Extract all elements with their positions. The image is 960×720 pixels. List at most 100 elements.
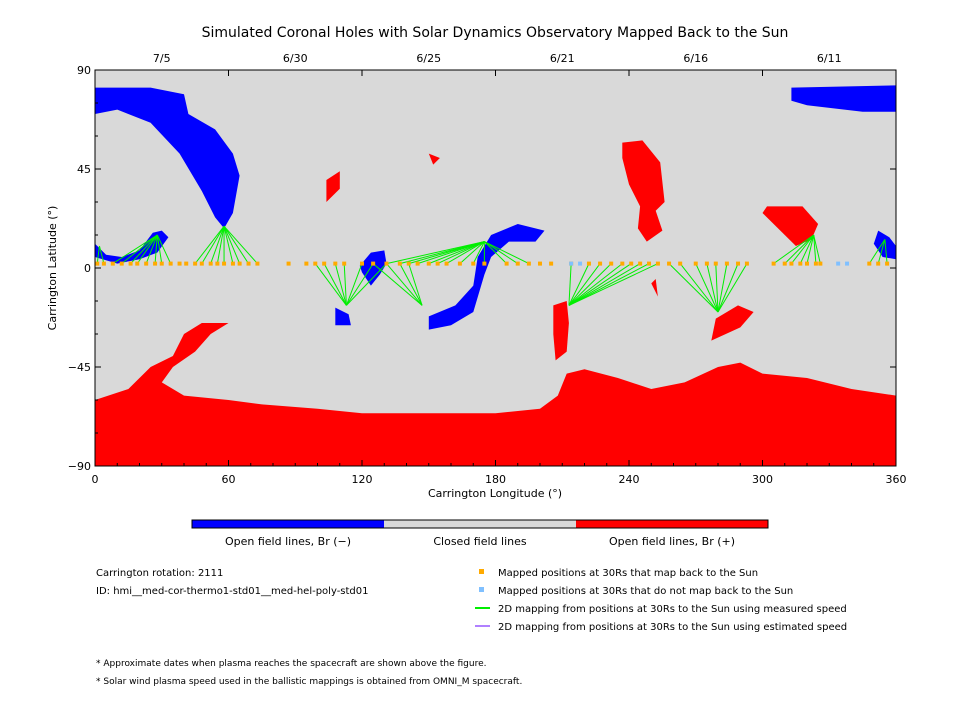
measured-speed-line [568,263,641,306]
mapped-position [876,261,881,266]
top-date-label: 6/21 [550,52,575,65]
mapped-position [110,261,115,266]
measured-speed-line [679,263,719,313]
info-rotation: Carrington rotation: 2111 [96,568,223,579]
mapped-position [360,261,364,266]
mapped-position [647,261,652,266]
measured-speed-line [194,225,225,264]
measured-speed-line [223,225,258,264]
measured-speed-line [568,263,572,306]
measured-speed-line [98,245,105,264]
measured-speed-line [791,234,815,264]
mapped-position [286,261,291,266]
measured-speed-line [201,225,225,264]
measured-speed-line [813,234,817,264]
measured-speed-line [428,241,485,265]
mapped-position [333,261,338,266]
positive-coronal-hole [711,305,754,341]
mapped-position [199,261,204,266]
mapped-position [95,261,100,266]
mapped-position [313,261,318,266]
unmapped-position [578,261,583,266]
mapped-position [246,261,251,266]
colorbar-segment [192,520,384,528]
x-axis-label: Carrington Longitude (°) [428,487,562,500]
axes: 0 60 120 180 240 300 360 −90 −45 0 45 90 7/5 6/30 6/25… [68,52,907,486]
measured-speed-line [568,263,650,306]
legend-label: 2D mapping from positions at 30Rs to the… [498,622,847,633]
top-date-label: 6/25 [416,52,441,65]
measured-speed-line [568,263,632,306]
mapped-position [342,261,347,266]
measured-speed-line [884,239,888,264]
mapped-position [237,261,242,266]
measured-speed-line [156,234,163,264]
measured-speed-line [345,263,363,306]
colorbar-label: Open field lines, Br (−) [225,535,351,548]
mapped-position [184,261,189,266]
mapped-position [304,261,309,266]
footnote-dates: * Approximate dates when plasma reaches … [96,659,487,669]
measured-speed-line [223,226,241,264]
mapped-position [598,261,603,266]
footnote-speed: * Solar wind plasma speed used in the ba… [96,677,522,687]
mapped-position [798,261,803,266]
top-date-label: 6/16 [683,52,708,65]
x-tick-label: 180 [485,473,506,486]
mapped-position [406,261,411,266]
top-date-label: 7/5 [153,52,171,65]
mapped-position [704,261,709,266]
measured-speed-line [210,226,225,264]
measured-speed-line [130,234,158,264]
legend: Mapped positions at 30Rs that map back t… [475,568,847,633]
measured-speed-line [372,263,423,306]
colorbar-segment [576,520,768,528]
mapped-position [693,261,698,266]
mapped-positions [95,261,890,266]
mapped-position [526,261,531,266]
measured-speed-line [568,263,601,306]
measured-speed-line [668,263,719,313]
measured-speed-line [568,263,590,306]
positive-coronal-hole [553,301,569,361]
mapped-position [538,261,542,266]
positive-coronal-hole [651,279,658,297]
colorbar-label: Open field lines, Br (+) [609,535,735,548]
negative-coronal-hole [359,250,387,286]
mapped-position [885,261,890,266]
positive-coronal-hole [326,171,340,202]
legend-label: Mapped positions at 30Rs that map back t… [498,568,758,579]
colorbar-label: Closed field lines [433,535,527,548]
mapped-position [620,261,625,266]
measured-speed-line [806,234,815,264]
mapped-position [482,261,487,266]
legend-marker [479,587,484,592]
measured-speed-line [437,241,485,265]
y-tick-label: 0 [84,262,91,275]
measured-speed-line [154,234,158,264]
mapped-position [444,261,449,266]
measured-speed-line [223,225,249,264]
x-tick-label: 360 [886,473,907,486]
mapped-position [457,261,462,266]
negative-coronal-hole [95,230,169,264]
mapped-position [818,261,823,266]
measured-speed-line [136,234,158,264]
measured-speed-line [145,234,158,264]
measured-speed-line [717,263,739,313]
mapped-position [782,261,787,266]
measured-speed-line [346,263,387,306]
x-tick-label: 60 [222,473,236,486]
measured-speed-line [399,263,423,306]
mapped-position [415,261,420,266]
mapped-position [586,261,591,266]
measured-speed-line [459,241,485,264]
mapped-position [609,261,614,266]
measured-speed-line [784,234,815,264]
positive-coronal-hole [622,140,665,242]
mapped-position [515,261,520,266]
negative-coronal-hole [95,87,240,229]
unmapped-position [845,261,850,266]
measured-speed-line [484,241,507,264]
